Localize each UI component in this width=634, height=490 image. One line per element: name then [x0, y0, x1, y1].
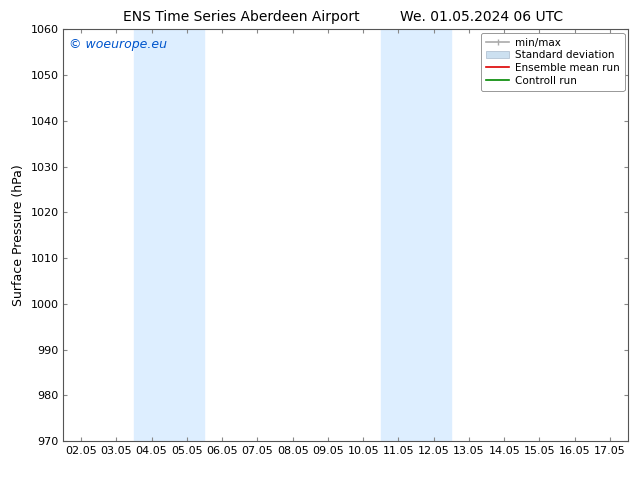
- Text: © woeurope.eu: © woeurope.eu: [69, 38, 167, 50]
- Text: We. 01.05.2024 06 UTC: We. 01.05.2024 06 UTC: [400, 10, 564, 24]
- Legend: min/max, Standard deviation, Ensemble mean run, Controll run: min/max, Standard deviation, Ensemble me…: [481, 32, 624, 91]
- Bar: [381, 29, 451, 441]
- Bar: [134, 29, 204, 441]
- Y-axis label: Surface Pressure (hPa): Surface Pressure (hPa): [12, 164, 25, 306]
- Text: ENS Time Series Aberdeen Airport: ENS Time Series Aberdeen Airport: [122, 10, 359, 24]
